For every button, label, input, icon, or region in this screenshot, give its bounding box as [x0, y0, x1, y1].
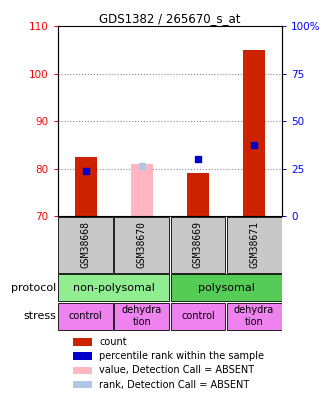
- Text: GSM38669: GSM38669: [193, 221, 203, 269]
- Bar: [74, 338, 92, 346]
- Bar: [227, 217, 281, 273]
- Bar: [131, 164, 153, 216]
- Text: percentile rank within the sample: percentile rank within the sample: [99, 351, 264, 361]
- Title: GDS1382 / 265670_s_at: GDS1382 / 265670_s_at: [99, 12, 241, 25]
- Bar: [58, 274, 169, 301]
- Text: control: control: [181, 311, 215, 321]
- Text: protocol: protocol: [11, 283, 57, 293]
- Text: dehydra
tion: dehydra tion: [234, 305, 274, 327]
- Bar: [58, 217, 113, 273]
- Text: GSM38668: GSM38668: [81, 221, 91, 269]
- Bar: [243, 50, 265, 216]
- Text: rank, Detection Call = ABSENT: rank, Detection Call = ABSENT: [99, 379, 249, 390]
- Bar: [74, 381, 92, 388]
- Bar: [74, 352, 92, 360]
- Text: GSM38670: GSM38670: [137, 221, 147, 269]
- Bar: [227, 303, 281, 330]
- Text: polysomal: polysomal: [198, 283, 254, 293]
- Bar: [58, 303, 113, 330]
- Bar: [171, 303, 225, 330]
- Text: value, Detection Call = ABSENT: value, Detection Call = ABSENT: [99, 365, 254, 375]
- Bar: [171, 217, 225, 273]
- Text: control: control: [69, 311, 103, 321]
- Bar: [187, 173, 209, 216]
- Bar: [75, 157, 97, 216]
- Text: stress: stress: [24, 311, 57, 321]
- Text: count: count: [99, 337, 127, 347]
- Text: dehydra
tion: dehydra tion: [122, 305, 162, 327]
- Bar: [115, 303, 169, 330]
- Text: non-polysomal: non-polysomal: [73, 283, 155, 293]
- Bar: [115, 217, 169, 273]
- Bar: [74, 367, 92, 374]
- Text: GSM38671: GSM38671: [249, 221, 259, 269]
- Bar: [171, 274, 281, 301]
